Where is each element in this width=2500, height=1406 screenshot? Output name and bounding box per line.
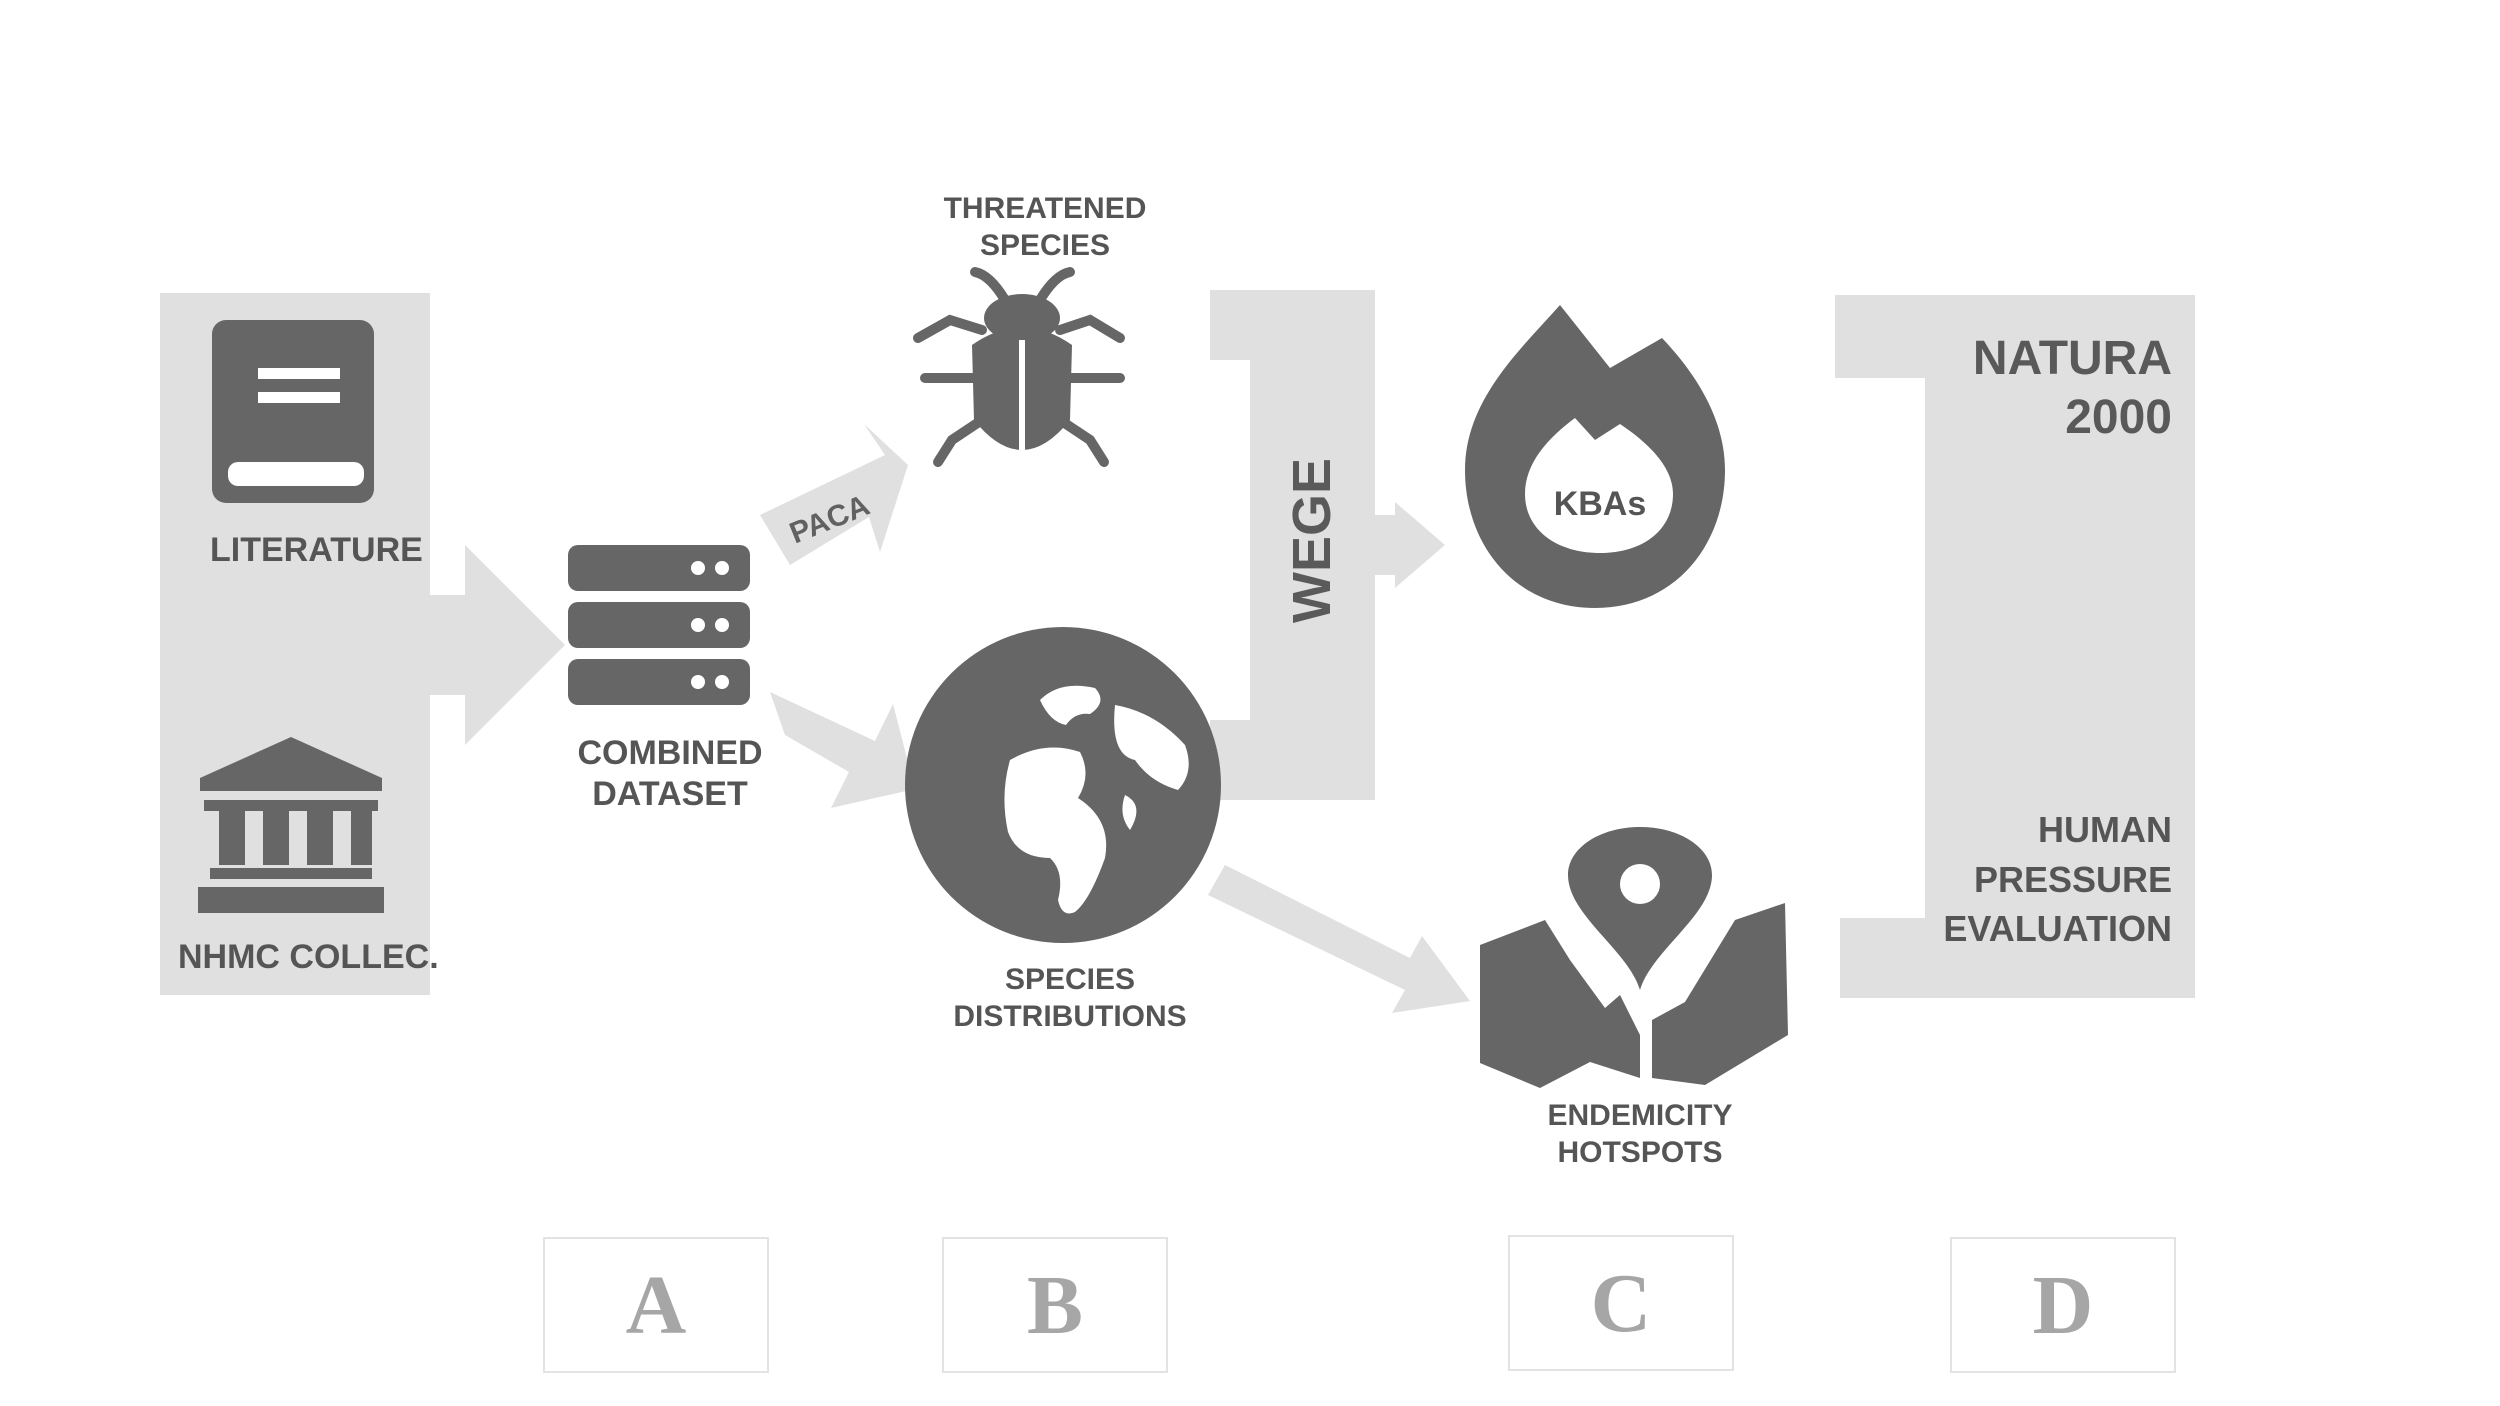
step-d-box: D	[1950, 1237, 2176, 1373]
step-c-letter: C	[1590, 1256, 1652, 1350]
endemicity-hotspots-line-2: HOTSPOTS	[1557, 1135, 1723, 1169]
endemicity-hotspots-label: ENDEMICITY HOTSPOTS	[1510, 1098, 1770, 1171]
combined-dataset-label: COMBINED DATASET	[560, 733, 780, 816]
natura-2000-label: NATURA 2000	[1900, 330, 2172, 447]
nhmc-collection-label: NHMC COLLEC.	[178, 938, 439, 976]
endemicity-hotspots-line-1: ENDEMICITY	[1547, 1099, 1733, 1132]
natura-2000-line-1: NATURA	[1972, 332, 2172, 385]
arrow-wege-to-kbas	[1375, 502, 1445, 588]
natura-bracket	[1835, 295, 2195, 998]
bug-icon	[913, 267, 1125, 467]
combined-dataset-line-1: COMBINED	[577, 734, 763, 772]
step-c-box: C	[1508, 1235, 1734, 1371]
wege-bracket	[1210, 290, 1375, 800]
species-distributions-line-2: DISTRIBUTIONS	[953, 999, 1187, 1033]
flame-icon	[1465, 305, 1725, 608]
combined-dataset-line-2: DATASET	[592, 775, 748, 814]
book-icon	[212, 320, 374, 503]
species-distributions-line-1: SPECIES	[1004, 963, 1136, 996]
wege-label: WEGE	[1282, 457, 1343, 623]
map-pin-icon	[1480, 827, 1788, 1088]
step-a-letter: A	[625, 1258, 687, 1352]
threatened-species-line-1: THREATENED	[943, 192, 1147, 225]
step-d-letter: D	[2032, 1258, 2094, 1352]
museum-icon	[198, 737, 384, 913]
human-pressure-line-2: PRESSURE	[1973, 858, 2172, 900]
human-pressure-evaluation-label: HUMAN PRESSURE EVALUATION	[1880, 805, 2172, 954]
database-icon	[568, 545, 750, 705]
arrow-dataset-to-distributions	[770, 692, 915, 808]
threatened-species-line-2: SPECIES	[979, 228, 1111, 262]
globe-icon	[905, 627, 1221, 943]
human-pressure-line-1: HUMAN	[2038, 809, 2172, 850]
arrow-dataset-to-threatened	[760, 424, 908, 565]
human-pressure-line-3: EVALUATION	[1943, 908, 2172, 950]
arrow-distributions-to-hotspots	[1208, 865, 1470, 1013]
species-distributions-label: SPECIES DISTRIBUTIONS	[930, 962, 1210, 1035]
threatened-species-label: THREATENED SPECIES	[930, 191, 1160, 264]
kbas-label: KBAs	[1553, 485, 1647, 523]
arrows	[425, 424, 1470, 1013]
step-b-box: B	[942, 1237, 1168, 1373]
arrow-sources-to-dataset	[425, 545, 565, 745]
step-a-box: A	[543, 1237, 769, 1373]
natura-2000-line-2: 2000	[2065, 390, 2172, 444]
literature-label: LITERATURE	[210, 531, 423, 569]
step-b-letter: B	[1026, 1258, 1084, 1352]
